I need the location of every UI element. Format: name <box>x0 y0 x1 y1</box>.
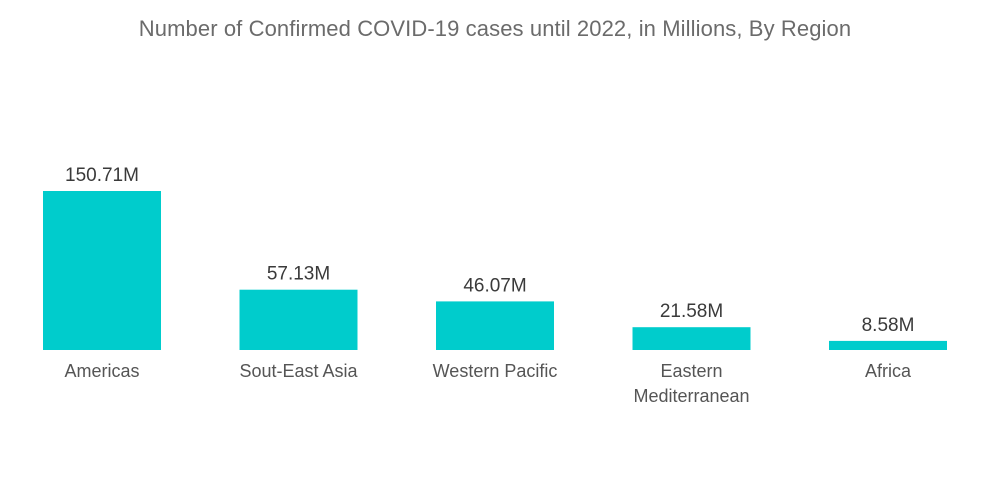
category-label: Western Pacific <box>433 361 558 381</box>
category-labels-group: Americas Sout-East Asia Western Pacific Eas… <box>64 361 912 406</box>
bar <box>43 191 161 350</box>
bar <box>829 340 947 350</box>
category-label: Eastern Mediterranean <box>633 361 749 406</box>
bars-group <box>43 191 947 350</box>
bar-value-label: 21.58M <box>660 301 723 322</box>
chart-title: Number of Confirmed COVID-19 cases until… <box>138 16 852 41</box>
category-label: Africa <box>865 361 912 381</box>
bar-value-label: 8.58M <box>862 315 915 336</box>
bar <box>239 289 358 350</box>
bar <box>632 327 751 350</box>
bar <box>436 301 554 350</box>
category-label-line: Western Pacific <box>433 361 558 381</box>
bar-value-label: 46.07M <box>463 275 526 296</box>
category-label-line: Americas <box>64 361 139 381</box>
value-labels-group: 150.71M 57.13M 46.07M 21.58M 8.58M <box>65 165 914 336</box>
category-label: Americas <box>64 361 139 381</box>
category-label-line: Eastern <box>660 361 722 381</box>
bar-value-label: 150.71M <box>65 165 139 186</box>
category-label-line: Sout-East Asia <box>239 361 358 381</box>
bar-value-label: 57.13M <box>267 264 330 285</box>
category-label-line: Mediterranean <box>633 386 749 406</box>
category-label-line: Africa <box>865 361 912 381</box>
category-label: Sout-East Asia <box>239 361 358 381</box>
